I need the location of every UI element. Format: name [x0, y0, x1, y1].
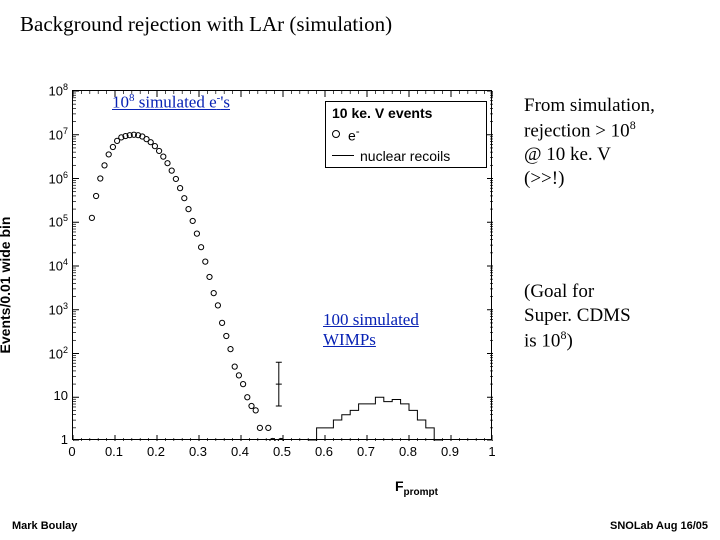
footer-author: Mark Boulay	[12, 520, 77, 532]
annotation-wimps: 100 simulated WIMPs	[323, 310, 419, 350]
side-text-2: (Goal forSuper. CDMSis 108)	[524, 280, 631, 353]
y-axis-label: Events/0.01 wide bin	[0, 217, 13, 354]
annotation-electrons: 108 simulated e-'s	[112, 92, 230, 113]
footer-date: SNOLab Aug 16/05	[610, 520, 708, 532]
chart: Events/0.01 wide bin 10 ke. V events e-n…	[10, 80, 510, 490]
side-text-1: From simulation,rejection > 108@ 10 ke. …	[524, 94, 655, 190]
legend-title: 10 ke. V events	[332, 105, 480, 121]
x-axis-label: Fprompt	[395, 478, 438, 498]
page-title: Background rejection with LAr (simulatio…	[20, 12, 392, 37]
legend: 10 ke. V events e-nuclear recoils	[325, 101, 487, 168]
plot-box: 10 ke. V events e-nuclear recoils	[72, 90, 492, 440]
